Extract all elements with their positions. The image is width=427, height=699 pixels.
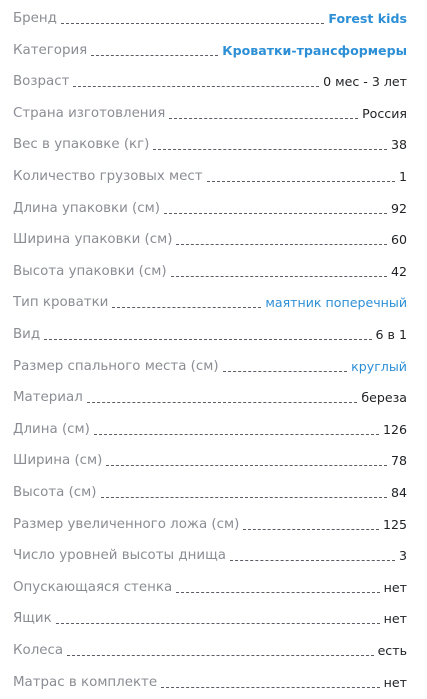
spec-label: Длина упаковки (см) bbox=[13, 201, 160, 216]
spec-value: 38 bbox=[390, 137, 407, 152]
spec-label: Ширина (см) bbox=[13, 453, 103, 468]
spec-label: Вес в упаковке (кг) bbox=[13, 137, 150, 152]
spec-row-category: Категория Кроватки-трансформеры bbox=[13, 35, 407, 59]
category-link[interactable]: Кроватки-трансформеры bbox=[222, 43, 407, 58]
spec-label: Бренд bbox=[13, 11, 57, 26]
dotted-leader bbox=[106, 465, 387, 466]
dotted-leader bbox=[229, 560, 395, 561]
spec-row-drop-side: Опускающаяся стенка нет bbox=[13, 572, 407, 596]
spec-label: Размер увеличенного ложа (см) bbox=[13, 517, 240, 532]
spec-label: Колеса bbox=[13, 643, 64, 658]
spec-value: Россия bbox=[362, 106, 407, 121]
sleep-size-link[interactable]: круглый bbox=[351, 359, 407, 374]
dotted-leader bbox=[112, 307, 262, 308]
spec-label: Количество грузовых мест bbox=[13, 169, 203, 184]
spec-label: Длина (см) bbox=[13, 422, 90, 437]
spec-value: 60 bbox=[390, 232, 407, 247]
spec-value: нет bbox=[383, 675, 407, 690]
dotted-leader bbox=[161, 687, 380, 688]
dotted-leader bbox=[169, 118, 359, 119]
dotted-leader bbox=[93, 434, 379, 435]
dotted-leader bbox=[222, 371, 348, 372]
dotted-leader bbox=[243, 529, 379, 530]
spec-value: 6 в 1 bbox=[375, 327, 407, 342]
spec-label: Опускающаяся стенка bbox=[13, 580, 173, 595]
spec-value: есть bbox=[377, 643, 407, 658]
dotted-leader bbox=[91, 55, 219, 56]
dotted-leader bbox=[86, 402, 358, 403]
spec-label: Материал bbox=[13, 390, 83, 405]
spec-label: Размер спального места (см) bbox=[13, 359, 219, 374]
spec-row-wheels: Колеса есть bbox=[13, 635, 407, 659]
spec-label: Категория bbox=[13, 43, 88, 58]
spec-label: Возраст bbox=[13, 74, 70, 89]
spec-row-package-weight: Вес в упаковке (кг) 38 bbox=[13, 129, 407, 153]
dotted-leader bbox=[163, 213, 387, 214]
dotted-leader bbox=[176, 592, 380, 593]
spec-label: Страна изготовления bbox=[13, 106, 166, 121]
crib-type-link[interactable]: маятник поперечный bbox=[265, 295, 407, 310]
spec-label: Вид bbox=[13, 327, 41, 342]
spec-value: 92 bbox=[390, 201, 407, 216]
spec-value: 1 bbox=[398, 169, 407, 184]
spec-row-bottom-levels: Число уровней высоты днища 3 bbox=[13, 540, 407, 564]
spec-row-crib-type: Тип кроватки маятник поперечный bbox=[13, 287, 407, 311]
spec-row-package-height: Высота упаковки (см) 42 bbox=[13, 256, 407, 280]
spec-value: 42 bbox=[390, 264, 407, 279]
spec-label: Ящик bbox=[13, 611, 52, 626]
dotted-leader bbox=[176, 244, 387, 245]
spec-label: Высота упаковки (см) bbox=[13, 264, 167, 279]
spec-value: береза bbox=[361, 390, 407, 405]
dotted-leader bbox=[206, 181, 395, 182]
dotted-leader bbox=[55, 623, 380, 624]
spec-value: 3 bbox=[398, 548, 407, 563]
spec-value: нет bbox=[383, 580, 407, 595]
spec-row-length: Длина (см) 126 bbox=[13, 414, 407, 438]
spec-label: Высота (см) bbox=[13, 485, 97, 500]
dotted-leader bbox=[153, 149, 387, 150]
spec-value: 125 bbox=[382, 517, 407, 532]
spec-row-brand: Бренд Forest kids bbox=[13, 3, 407, 27]
spec-value: 0 мес - 3 лет bbox=[323, 74, 407, 89]
spec-label: Матрас в комплекте bbox=[13, 675, 158, 690]
spec-label: Ширина упаковки (см) bbox=[13, 232, 173, 247]
spec-row-height: Высота (см) 84 bbox=[13, 477, 407, 501]
spec-row-country: Страна изготовления Россия bbox=[13, 98, 407, 122]
spec-value: 78 bbox=[390, 453, 407, 468]
spec-row-drawer: Ящик нет bbox=[13, 603, 407, 627]
spec-value: 84 bbox=[390, 485, 407, 500]
spec-row-material: Материал береза bbox=[13, 382, 407, 406]
dotted-leader bbox=[73, 86, 320, 87]
spec-row-age: Возраст 0 мес - 3 лет bbox=[13, 66, 407, 90]
spec-row-package-width: Ширина упаковки (см) 60 bbox=[13, 224, 407, 248]
dotted-leader bbox=[60, 23, 325, 24]
spec-row-kind: Вид 6 в 1 bbox=[13, 319, 407, 343]
dotted-leader bbox=[67, 655, 374, 656]
spec-label: Число уровней высоты днища bbox=[13, 548, 226, 563]
spec-label: Тип кроватки bbox=[13, 295, 109, 310]
spec-row-cargo-places: Количество грузовых мест 1 bbox=[13, 161, 407, 185]
spec-row-width: Ширина (см) 78 bbox=[13, 445, 407, 469]
dotted-leader bbox=[100, 497, 387, 498]
brand-link[interactable]: Forest kids bbox=[328, 11, 407, 26]
dotted-leader bbox=[170, 276, 387, 277]
spec-row-extended-bed-size: Размер увеличенного ложа (см) 125 bbox=[13, 509, 407, 533]
spec-row-package-length: Длина упаковки (см) 92 bbox=[13, 193, 407, 217]
spec-row-sleep-size: Размер спального места (см) круглый bbox=[13, 351, 407, 375]
dotted-leader bbox=[44, 339, 372, 340]
spec-value: нет bbox=[383, 611, 407, 626]
spec-row-mattress: Матрас в комплекте нет bbox=[13, 667, 407, 691]
spec-value: 126 bbox=[382, 422, 407, 437]
